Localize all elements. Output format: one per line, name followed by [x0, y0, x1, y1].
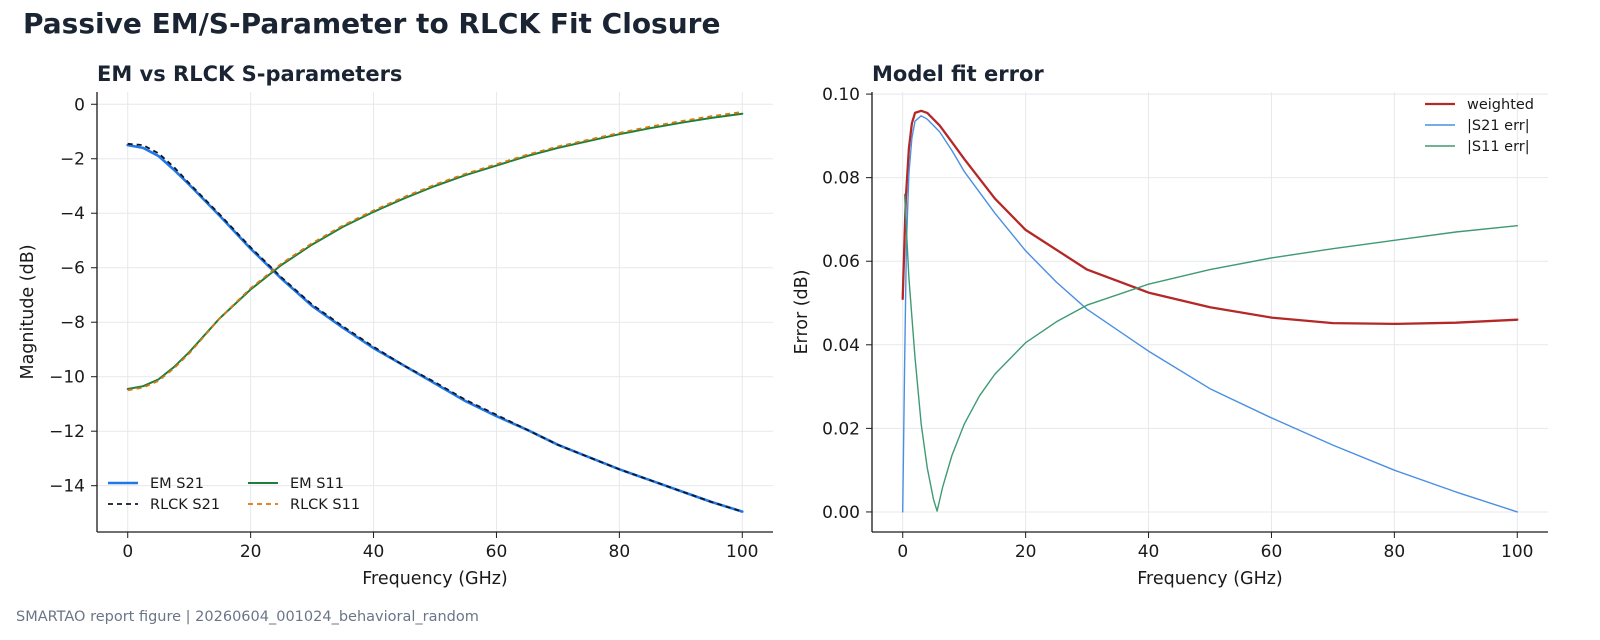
x-axis-label: Frequency (GHz)	[1137, 569, 1283, 589]
footer-caption: SMARTAO report figure | 20260604_001024_…	[16, 609, 479, 625]
x-tick-label: 0	[897, 542, 908, 562]
legend-label: |S21 err|	[1467, 118, 1530, 134]
series-line-rlck-s21	[127, 142, 743, 513]
legend-label: |S11 err|	[1467, 139, 1530, 155]
series-line-weighted	[901, 109, 1519, 326]
y-tick-label: −14	[49, 477, 85, 497]
x-tick-label: 100	[726, 542, 758, 562]
y-tick-label: 0.08	[822, 169, 860, 189]
y-tick-label: −10	[49, 368, 85, 388]
y-tick-label: −6	[60, 259, 85, 279]
x-tick-label: 80	[1384, 542, 1406, 562]
x-tick-label: 20	[1015, 542, 1037, 562]
chart-s-parameters: 0 20 40 60 80 100 0 −2 −4 −6 −8 −10 −12 −14 EM vs RLCK…	[18, 62, 773, 589]
legend-label: RLCK S21	[150, 497, 220, 513]
x-tick-label: 100	[1501, 542, 1533, 562]
x-tick-label: 20	[240, 542, 262, 562]
y-tick-label: 0.10	[822, 85, 860, 105]
chart-title: EM vs RLCK S-parameters	[97, 62, 402, 86]
y-tick-label: −2	[60, 150, 85, 170]
chart-title: Model fit error	[872, 62, 1044, 86]
y-axis-label: Magnitude (dB)	[18, 244, 38, 379]
x-tick-label: 40	[1138, 542, 1160, 562]
y-tick-label: 0.00	[822, 503, 860, 523]
y-tick-label: 0.06	[822, 252, 860, 272]
x-tick-label: 60	[486, 542, 508, 562]
series-line-em-s11	[126, 112, 744, 390]
y-tick-label: −8	[60, 313, 85, 333]
y-tick-label: 0	[74, 95, 85, 115]
y-tick-label: 0.02	[822, 419, 860, 439]
legend-label: weighted	[1467, 97, 1534, 113]
page-title: Passive EM/S-Parameter to RLCK Fit Closu…	[23, 7, 720, 40]
x-tick-label: 60	[1261, 542, 1283, 562]
chart-fit-error: 0 20 40 60 80 100 0.00 0.02 0.04 0.06 0.08 0.10 Mode…	[792, 62, 1548, 589]
series-line-em-s21	[126, 143, 744, 513]
y-axis-label: Error (dB)	[792, 270, 812, 355]
y-tick-label: 0.04	[822, 336, 860, 356]
y-tick-label: −4	[60, 204, 85, 224]
legend-label: EM S21	[150, 476, 204, 492]
x-axis-label: Frequency (GHz)	[362, 569, 508, 589]
legend-label: EM S11	[290, 476, 344, 492]
legend: EM S21 EM S11 RLCK S21 RLCK S11	[108, 476, 360, 513]
series-line-rlck-s11	[127, 111, 743, 392]
legend-label: RLCK S11	[290, 497, 360, 513]
series-line-s21-err	[902, 115, 1519, 513]
legend: weighted |S21 err| |S11 err|	[1425, 97, 1534, 155]
x-tick-label: 40	[363, 542, 385, 562]
x-tick-label: 0	[122, 542, 133, 562]
y-tick-label: −12	[49, 422, 85, 442]
x-tick-label: 80	[609, 542, 631, 562]
series-line-s11-err	[903, 193, 1519, 512]
